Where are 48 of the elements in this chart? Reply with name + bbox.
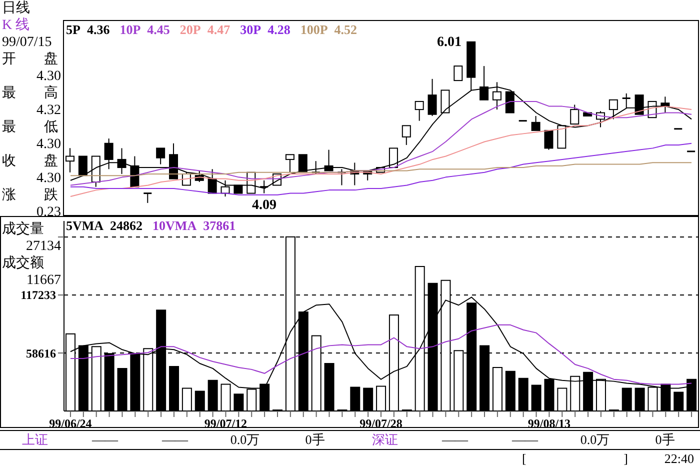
- text: 4.36: [86, 22, 110, 37]
- text: 4.30: [36, 136, 62, 153]
- text: 0.0万: [229, 431, 261, 449]
- text: ]: [622, 450, 629, 468]
- text: 0手: [654, 431, 676, 449]
- annotation: 6.01: [437, 35, 462, 51]
- text: [: [522, 450, 528, 468]
- text: 11667: [26, 272, 62, 289]
- text: 涨 跌: [1, 187, 59, 204]
- annotation: 24862: [110, 218, 143, 233]
- text: 100P: [300, 22, 328, 37]
- text: K 线: [1, 17, 31, 34]
- text: ——: [511, 431, 539, 449]
- text: 深证: [371, 431, 399, 449]
- text: 4.45: [147, 22, 170, 37]
- text: 5P: [66, 22, 80, 37]
- text: 30P: [240, 22, 262, 37]
- text: 开 盘: [1, 51, 59, 68]
- y-tick-label: 117233: [20, 288, 56, 302]
- text: 0.0万: [579, 431, 611, 449]
- text: ——: [91, 431, 119, 449]
- text: 4.52: [334, 22, 358, 37]
- text: 上证: [21, 431, 49, 449]
- text: ——: [441, 431, 469, 449]
- text: 20P: [180, 22, 201, 37]
- text: 4.32: [36, 102, 62, 119]
- text: 5VMA: [66, 218, 104, 233]
- text: 最 高: [1, 85, 59, 102]
- text: 4.47: [207, 22, 230, 37]
- text: 27134: [25, 238, 62, 255]
- text: 成交量: [1, 221, 45, 238]
- text: 成交额: [1, 255, 45, 272]
- text: 0手: [304, 431, 326, 449]
- y-tick-label: 58616: [26, 346, 56, 360]
- annotation: 4.09: [252, 198, 276, 214]
- annotation: 37861: [203, 218, 236, 233]
- text: 日线: [1, 0, 31, 17]
- text: ——: [161, 431, 189, 449]
- text: 收 盘: [1, 153, 59, 170]
- text: 10P: [120, 22, 141, 37]
- text: 22:40: [663, 450, 695, 468]
- text: 4.30: [36, 170, 62, 187]
- text: 4.30: [36, 68, 62, 85]
- text: 10VMA: [152, 218, 197, 233]
- text: 99/07/15: [1, 34, 53, 51]
- text: 0.23: [36, 204, 62, 221]
- text: 最 低: [1, 119, 59, 136]
- text: 4.28: [268, 22, 290, 37]
